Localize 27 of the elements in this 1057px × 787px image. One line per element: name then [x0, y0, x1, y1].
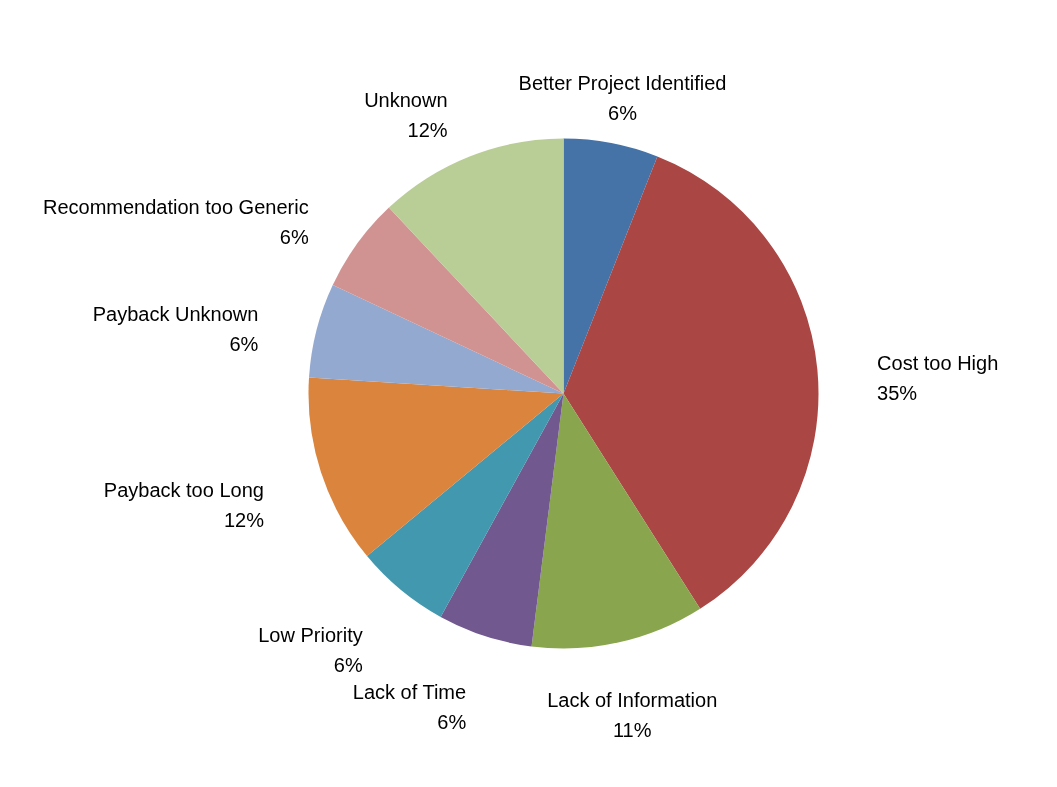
- data-label: 6%: [279, 226, 309, 249]
- pie-slice: [367, 393, 564, 617]
- data-label: 12%: [223, 508, 265, 531]
- slice-label: Unknown: [364, 88, 448, 111]
- slice-label: Payback Unknown: [92, 303, 259, 326]
- pie-slice: [563, 138, 658, 394]
- slice-label: Lack of Information: [547, 688, 718, 711]
- pie-slice: [332, 207, 564, 394]
- slice-label: Recommendation too Generic: [42, 196, 309, 219]
- pie-slice: [440, 393, 564, 647]
- slice-label: Lack of Time: [352, 681, 467, 704]
- slice-label: Cost too High: [877, 351, 999, 374]
- data-label: 6%: [229, 333, 259, 356]
- data-label: 6%: [333, 654, 363, 677]
- pie-slice: [309, 284, 564, 394]
- pie-slice: [388, 138, 564, 394]
- data-label: 6%: [437, 711, 467, 734]
- pie-slice: [563, 156, 819, 609]
- slice-label: Low Priority: [258, 624, 363, 647]
- data-label: 35%: [877, 381, 918, 404]
- data-label: 11%: [612, 718, 652, 741]
- slice-label: Payback too Long: [103, 478, 264, 501]
- data-label: 6%: [608, 102, 638, 125]
- slice-label: Better Project Identified: [518, 72, 727, 95]
- pie-slice: [309, 377, 564, 557]
- pie-slice: [531, 393, 701, 649]
- data-label: 12%: [407, 118, 448, 141]
